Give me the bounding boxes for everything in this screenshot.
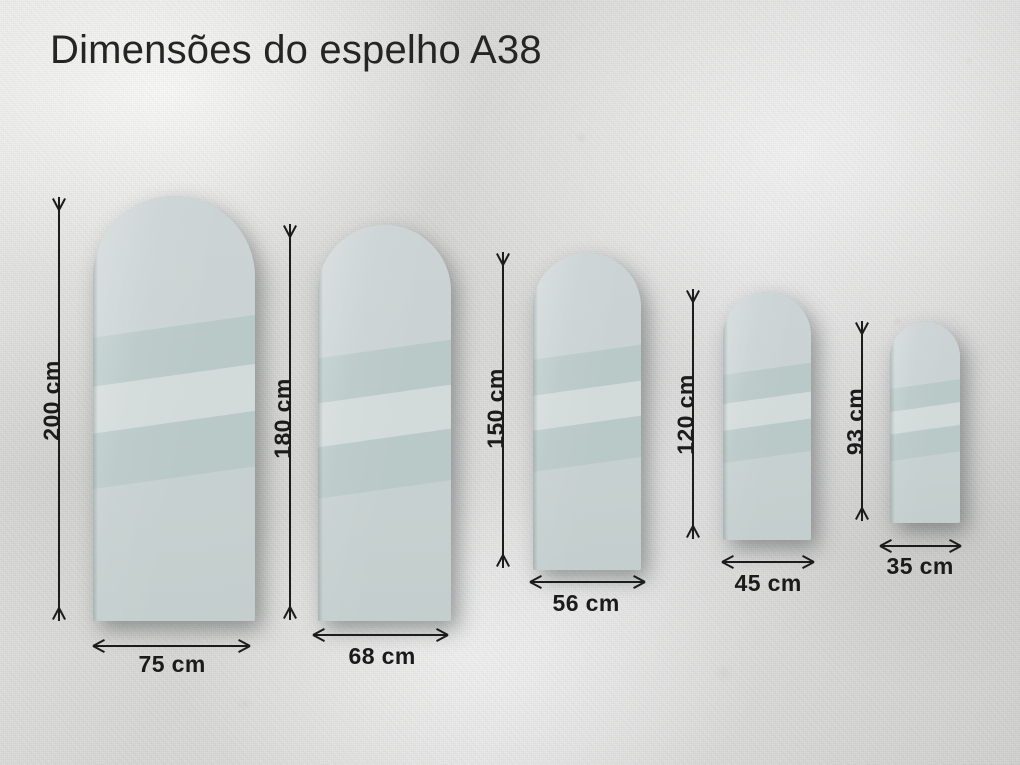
mirror-3-height-arrow [496,252,510,568]
mirror-4-height-arrow [686,289,700,539]
mirror-5-width-arrow [879,539,962,553]
mirror-2-height-label: 180 cm [269,377,296,459]
mirror-5-width-label: 35 cm [886,552,954,579]
mirror-5-height-label: 93 cm [841,387,868,455]
mirror-1-height-arrow [52,197,66,621]
dimension-line [861,321,863,521]
dimension-line [880,545,961,547]
dimension-line [313,634,448,636]
dimension-line [289,224,291,620]
mirror-5-height-arrow [855,321,869,521]
mirror-1-width-label: 75 cm [138,650,206,677]
mirror-3 [533,253,641,570]
dimension-line [530,581,645,583]
dimension-line [722,561,814,563]
mirror-4-height-label: 120 cm [672,373,699,455]
mirror-4-width-arrow [721,555,815,569]
mirror-2 [318,225,451,621]
dimension-line [58,197,60,621]
mirror-2-width-label: 68 cm [348,642,416,669]
dimension-line [502,252,504,568]
mirror-1-height-label: 200 cm [38,359,65,441]
mirror-3-width-arrow [529,575,646,589]
dimension-line [692,289,694,539]
mirror-2-height-arrow [283,224,297,620]
mirror-1 [93,196,255,621]
dimension-line [93,645,250,647]
mirror-5 [890,322,960,523]
mirror-2-width-arrow [312,628,449,642]
mirror-3-height-label: 150 cm [482,367,509,449]
mirror-3-width-label: 56 cm [552,589,620,616]
mirror-1-width-arrow [92,639,251,653]
mirror-4 [723,292,811,540]
page-title: Dimensões do espelho A38 [50,28,542,72]
mirror-4-width-label: 45 cm [734,569,802,596]
